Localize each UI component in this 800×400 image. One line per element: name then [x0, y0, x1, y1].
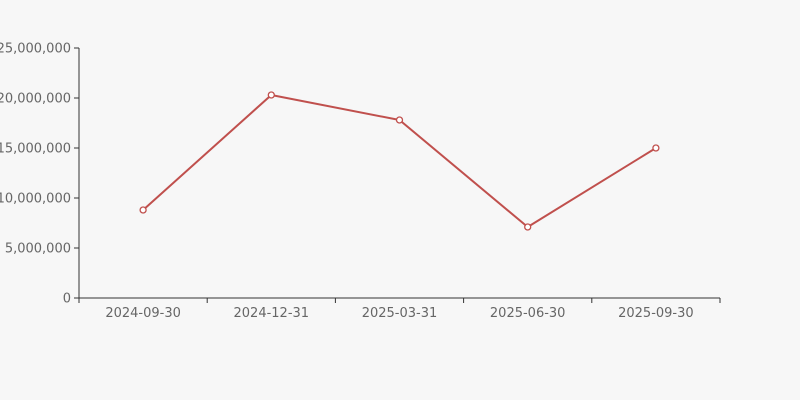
- data-point-marker[interactable]: [139, 206, 147, 214]
- data-point-marker[interactable]: [652, 144, 660, 152]
- data-point-marker[interactable]: [524, 223, 532, 231]
- x-tick-label: 2025-06-30: [490, 306, 566, 321]
- x-tick-label: 2024-12-31: [234, 306, 310, 321]
- x-tick-label: 2025-03-31: [362, 306, 438, 321]
- y-tick-label: 10,000,000: [0, 192, 71, 207]
- y-tick-label: 15,000,000: [0, 142, 71, 157]
- x-tick-label: 2025-09-30: [618, 306, 694, 321]
- data-point-marker[interactable]: [267, 91, 275, 99]
- y-tick-label: 25,000,000: [0, 42, 71, 57]
- data-point-marker[interactable]: [395, 116, 404, 124]
- x-tick-label: 2024-09-30: [105, 306, 181, 321]
- y-tick-label: 5,000,000: [5, 242, 71, 257]
- line-series: [142, 94, 657, 228]
- y-tick-label: 20,000,000: [0, 92, 71, 107]
- y-tick-label: 0: [63, 292, 71, 307]
